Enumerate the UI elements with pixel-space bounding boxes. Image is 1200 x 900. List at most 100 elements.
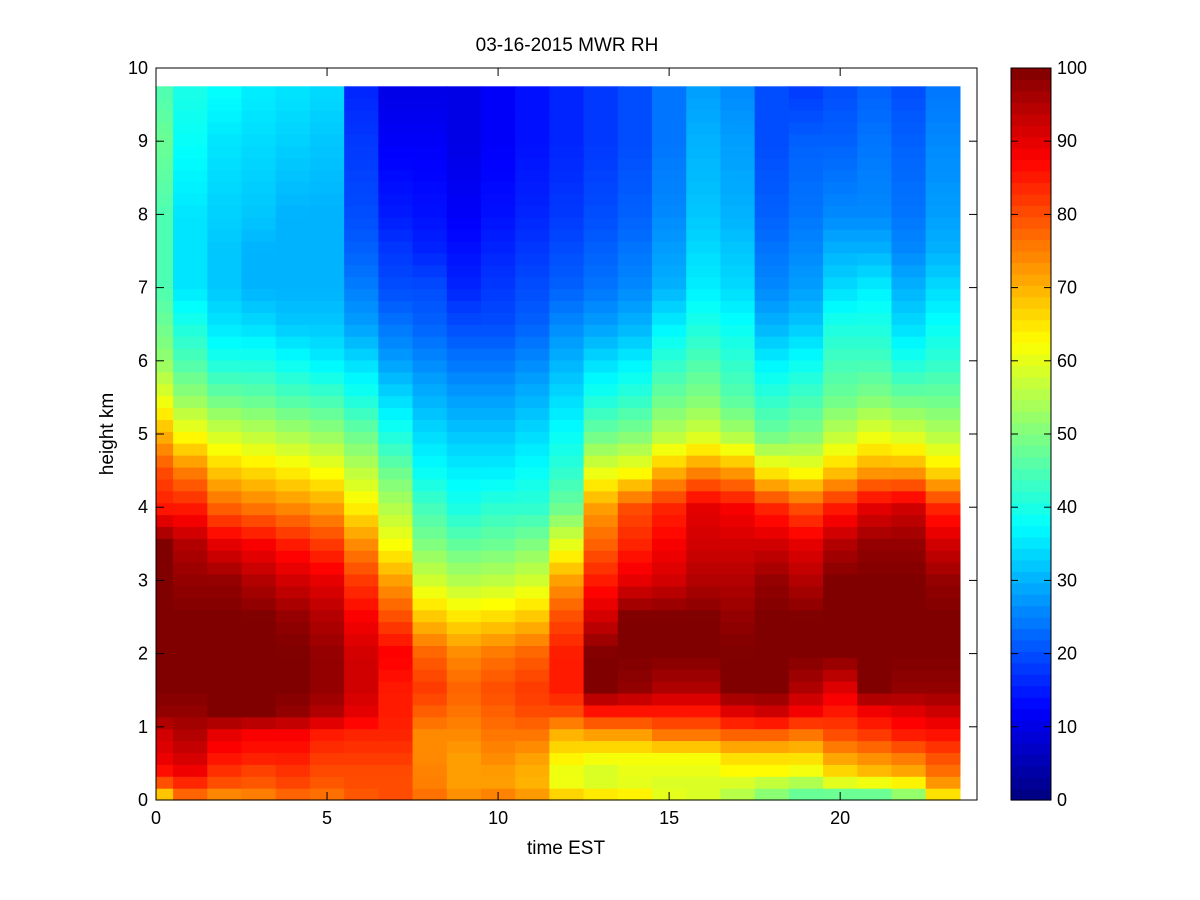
heatmap-cell — [788, 276, 824, 290]
heatmap-cell — [754, 419, 790, 432]
heatmap-cell — [309, 240, 345, 254]
heatmap-cell — [344, 288, 379, 302]
heatmap-cell — [549, 252, 585, 266]
colorbar-segment — [1011, 719, 1051, 732]
y-tick-label: 9 — [138, 131, 148, 151]
heatmap-cell — [309, 740, 345, 754]
heatmap-cell — [617, 252, 653, 266]
colorbar-segment — [1011, 697, 1051, 710]
heatmap-cell — [309, 478, 345, 492]
heatmap-cell — [788, 359, 824, 373]
heatmap-cell — [925, 609, 961, 623]
heatmap-cell — [754, 776, 790, 789]
heatmap-cell — [275, 312, 311, 325]
heatmap-cell — [309, 526, 345, 539]
heatmap-cell — [720, 336, 756, 349]
heatmap-cell — [412, 681, 448, 694]
heatmap-cell — [378, 609, 414, 623]
heatmap-cell — [754, 169, 790, 183]
heatmap-cell — [925, 776, 961, 789]
heatmap-cell — [823, 252, 858, 266]
heatmap-cell — [207, 431, 243, 444]
heatmap-cell — [617, 585, 653, 599]
heatmap-cell — [515, 157, 550, 171]
heatmap-cell — [480, 110, 516, 123]
heatmap-cell — [617, 419, 653, 432]
heatmap-cell — [549, 240, 585, 254]
heatmap-cell — [378, 621, 414, 635]
heatmap-cell — [412, 716, 448, 730]
heatmap-cell — [549, 169, 585, 183]
heatmap-cell — [515, 478, 550, 492]
heatmap-cell — [156, 383, 174, 397]
heatmap-cell — [617, 312, 653, 325]
heatmap-cell — [241, 776, 277, 789]
heatmap-cell — [686, 240, 722, 254]
colorbar-segment — [1011, 68, 1051, 81]
heatmap-cell — [788, 490, 824, 504]
heatmap-cell — [652, 193, 687, 206]
heatmap-cell — [925, 728, 961, 742]
y-tick-label: 2 — [138, 644, 148, 664]
heatmap-cell — [412, 98, 448, 111]
heatmap-cell — [173, 490, 208, 504]
heatmap-cell — [891, 252, 927, 266]
heatmap-cell — [686, 169, 722, 183]
heatmap-cell — [549, 324, 585, 337]
heatmap-cell — [891, 205, 927, 218]
heatmap-cell — [788, 716, 824, 730]
heatmap-cell — [925, 359, 961, 373]
colorbar-tick-label: 70 — [1057, 278, 1077, 298]
heatmap-cell — [788, 574, 824, 587]
heatmap-cell — [412, 645, 448, 658]
heatmap-cell — [686, 217, 722, 230]
heatmap-cell — [823, 538, 858, 551]
heatmap-cell — [207, 597, 243, 611]
heatmap-cell — [686, 752, 722, 765]
heatmap-cell — [823, 419, 858, 432]
colorbar-segment — [1011, 674, 1051, 687]
heatmap-cell — [480, 550, 516, 563]
heatmap-cell — [823, 633, 858, 646]
heatmap-cell — [857, 455, 893, 468]
heatmap-cell — [344, 645, 379, 658]
heatmap-cell — [891, 276, 927, 290]
heatmap-cell — [207, 704, 243, 718]
heatmap-cell — [446, 514, 482, 528]
heatmap-cell — [891, 550, 927, 563]
heatmap-cell — [652, 336, 687, 349]
heatmap-cell — [241, 502, 277, 516]
heatmap-cell — [378, 490, 414, 504]
heatmap-cell — [583, 752, 619, 765]
heatmap-cell — [925, 240, 961, 254]
heatmap-cell — [275, 86, 311, 99]
heatmap-cell — [549, 502, 585, 516]
heatmap-cell — [925, 252, 961, 266]
heatmap-cell — [788, 169, 824, 183]
heatmap-cell — [652, 312, 687, 325]
heatmap-cell — [480, 514, 516, 528]
x-axis-ticks: 0 5 10 15 20 — [151, 68, 850, 828]
heatmap-cell — [156, 371, 174, 385]
colorbar-segment — [1011, 125, 1051, 138]
heatmap-cell — [412, 692, 448, 706]
heatmap-cell — [857, 645, 893, 658]
heatmap-cell — [173, 395, 208, 409]
heatmap-cell — [412, 371, 448, 385]
heatmap-cell — [891, 98, 927, 111]
heatmap-cell — [309, 490, 345, 504]
heatmap-cell — [754, 347, 790, 361]
heatmap-cell — [309, 574, 345, 587]
heatmap-cell — [617, 371, 653, 385]
heatmap-cell — [378, 443, 414, 456]
heatmap-cell — [754, 645, 790, 658]
heatmap-cell — [309, 86, 345, 99]
heatmap-cell — [925, 669, 961, 682]
heatmap-cell — [720, 86, 756, 99]
colorbar-segment — [1011, 468, 1051, 481]
colorbar-segment — [1011, 502, 1051, 515]
heatmap-cell — [549, 550, 585, 563]
heatmap-cell — [275, 776, 311, 789]
heatmap-cell — [378, 633, 414, 646]
heatmap-cell — [925, 538, 961, 551]
